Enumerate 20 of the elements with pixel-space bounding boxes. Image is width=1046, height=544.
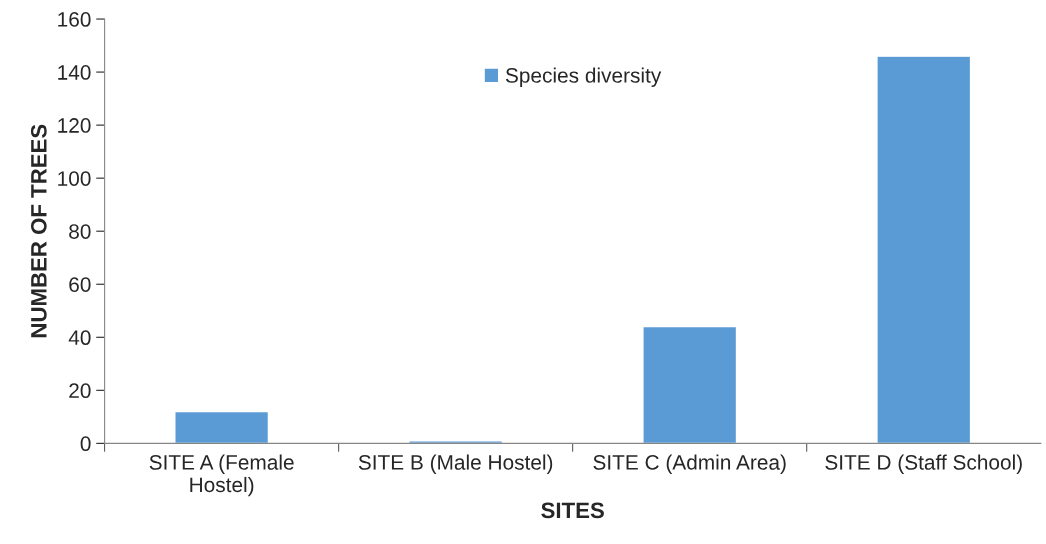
x-axis-title: SITES	[541, 502, 604, 519]
y-tick-label: 60	[69, 277, 91, 292]
x-tick-label: SITE B (Male Hostel)	[358, 454, 553, 474]
x-tick-label: SITE D (Staff School)	[825, 454, 1022, 474]
x-tick-label: SITE C (Admin Area)	[593, 454, 786, 474]
y-tick-label: 100	[58, 171, 91, 186]
x-tick-label: SITE A (Female Hostel)	[149, 454, 294, 497]
y-tick-label: 120	[58, 118, 91, 133]
bar	[174, 410, 270, 444]
bar	[876, 55, 972, 444]
y-axis-title: NUMBER OF TREES	[30, 124, 47, 338]
bar	[642, 325, 738, 444]
y-tick-label: 140	[58, 65, 91, 80]
y-tick-label: 0	[80, 436, 91, 452]
y-tick-label: 160	[58, 12, 91, 27]
bar	[408, 440, 504, 444]
y-tick-label: 40	[68, 330, 91, 346]
y-tick-label: 80	[69, 224, 91, 239]
legend-label: Species diversity	[505, 67, 662, 87]
y-tick-label: 20	[69, 383, 91, 399]
